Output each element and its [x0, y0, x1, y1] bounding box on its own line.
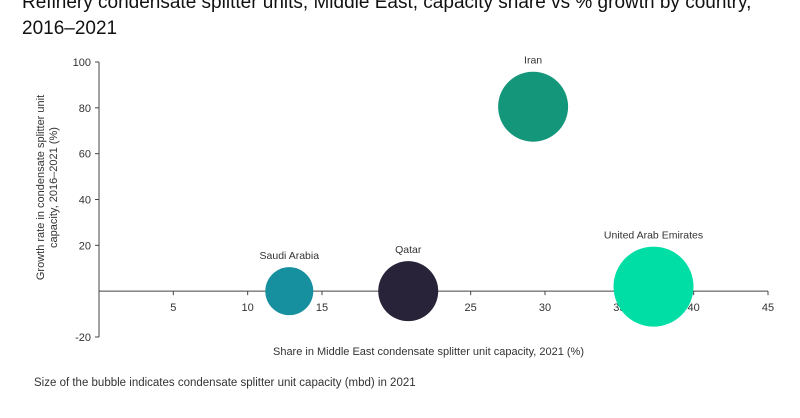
bubble-label: United Arab Emirates: [604, 230, 703, 242]
bubble-label: Saudi Arabia: [260, 250, 320, 262]
bubble-labels: Iran United Arab Emirates Qatar Saudi Arabi…: [260, 55, 704, 262]
bubble-label: Qatar: [395, 244, 422, 256]
x-tick-label: 30: [539, 302, 551, 314]
x-tick-label: 45: [762, 302, 774, 314]
bubbles: [265, 71, 694, 327]
bubble-iran: [498, 71, 569, 142]
y-tick-label: 60: [79, 149, 91, 161]
bubble-united-arab-emirates: [613, 246, 694, 327]
x-tick-label: 10: [242, 302, 254, 314]
y-tick-label: 40: [79, 195, 91, 207]
y-tick-label: -20: [75, 332, 91, 344]
bubble-qatar: [378, 261, 439, 322]
y-axis-title: Growth rate in condensate splitter unitc…: [35, 95, 60, 280]
x-axis-title: Share in Middle East condensate splitter…: [273, 346, 584, 358]
y-tick-label: 20: [79, 240, 91, 252]
x-tick-label: 25: [465, 302, 477, 314]
bubble-label: Iran: [524, 55, 542, 67]
x-tick-label: 40: [688, 302, 700, 314]
bubble-size-note: Size of the bubble indicates condensate …: [34, 377, 416, 389]
bubble-saudi-arabia: [265, 267, 314, 316]
x-tick-label: 15: [316, 302, 328, 314]
y-tick-label: 80: [79, 103, 91, 115]
chart-title: Refinery condensate splitter units, Midd…: [22, 0, 752, 39]
x-tick-label: 5: [170, 302, 176, 314]
y-tick-label: 100: [73, 57, 91, 69]
